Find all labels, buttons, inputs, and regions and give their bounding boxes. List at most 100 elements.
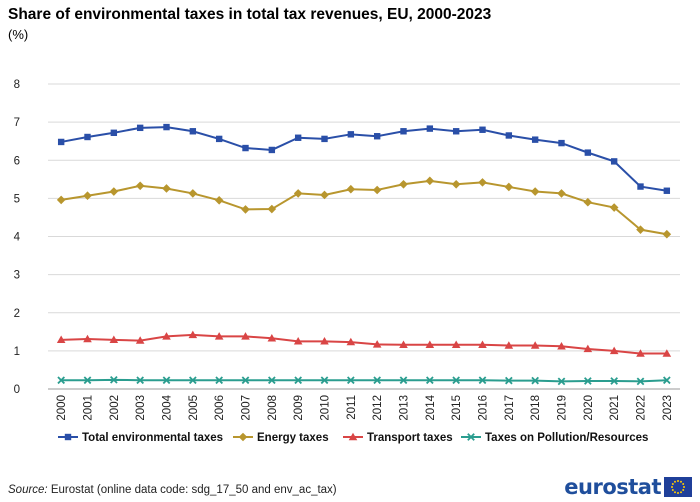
data-point-taxes-on-pollution-resources xyxy=(215,376,224,385)
data-point-transport-taxes xyxy=(583,344,593,353)
data-point-taxes-on-pollution-resources xyxy=(452,376,461,385)
y-tick-label: 2 xyxy=(14,308,20,320)
chart-title: Share of environmental taxes in total ta… xyxy=(8,6,492,23)
data-point-total-environmental-taxes xyxy=(242,144,249,152)
data-point-total-environmental-taxes xyxy=(57,138,65,146)
data-point-energy-taxes xyxy=(504,182,514,192)
data-point-taxes-on-pollution-resources xyxy=(504,376,513,385)
data-point-taxes-on-pollution-resources xyxy=(662,376,671,385)
marker-stroke xyxy=(320,376,329,385)
data-point-transport-taxes xyxy=(557,342,566,350)
marker-stroke xyxy=(136,376,145,385)
legend-label: Taxes on Pollution/Resources xyxy=(485,432,648,444)
data-point-energy-taxes xyxy=(478,178,487,187)
data-point-total-environmental-taxes xyxy=(663,187,671,194)
series-line-energy-taxes xyxy=(61,179,668,236)
data-point-taxes-on-pollution-resources xyxy=(83,376,92,385)
y-tick-label: 7 xyxy=(14,117,20,129)
data-point-total-environmental-taxes xyxy=(479,126,486,133)
data-point-transport-taxes xyxy=(425,340,435,348)
data-point-energy-taxes xyxy=(399,179,408,189)
y-tick-label: 1 xyxy=(14,346,20,358)
x-tick-label: 2006 xyxy=(214,395,226,421)
data-point-total-environmental-taxes xyxy=(637,183,644,190)
x-tick-label: 2009 xyxy=(293,395,305,421)
x-tick-label: 2017 xyxy=(504,395,516,421)
data-point-total-environmental-taxes xyxy=(584,149,592,156)
data-point-energy-taxes xyxy=(636,225,645,234)
x-tick-label: 2023 xyxy=(662,395,674,421)
y-tick-label: 3 xyxy=(14,270,20,282)
data-point-total-environmental-taxes xyxy=(452,128,460,135)
marker-stroke xyxy=(373,376,382,385)
data-point-total-environmental-taxes xyxy=(136,124,144,132)
data-point-transport-taxes xyxy=(399,340,408,348)
data-point-taxes-on-pollution-resources xyxy=(188,376,197,385)
data-point-energy-taxes xyxy=(293,189,303,198)
data-point-transport-taxes xyxy=(267,333,277,342)
data-point-transport-taxes xyxy=(609,346,619,355)
data-point-energy-taxes xyxy=(188,189,198,198)
data-point-energy-taxes xyxy=(557,189,566,198)
marker-stroke xyxy=(109,376,118,384)
source-text: Eurostat (online data code: sdg_17_50 an… xyxy=(50,484,337,496)
data-point-total-environmental-taxes xyxy=(321,135,328,143)
x-tick-label: 2003 xyxy=(135,395,147,421)
data-point-transport-taxes xyxy=(372,340,382,348)
data-point-energy-taxes xyxy=(214,195,224,205)
data-point-energy-taxes xyxy=(241,205,250,214)
data-point-taxes-on-pollution-resources xyxy=(583,377,592,385)
marker-stroke xyxy=(610,377,619,385)
marker-stroke xyxy=(504,376,513,385)
y-tick-label: 0 xyxy=(14,384,20,396)
data-point-energy-taxes xyxy=(583,197,593,207)
data-point-total-environmental-taxes xyxy=(558,139,565,147)
data-point-total-environmental-taxes xyxy=(268,146,276,154)
data-point-energy-taxes xyxy=(267,204,277,214)
data-point-transport-taxes xyxy=(188,330,198,339)
data-point-transport-taxes xyxy=(56,335,66,344)
data-point-energy-taxes xyxy=(320,190,329,200)
data-point-taxes-on-pollution-resources xyxy=(531,376,540,385)
data-point-taxes-on-pollution-resources xyxy=(478,376,487,385)
x-tick-label: 2007 xyxy=(241,395,253,421)
legend-label: Energy taxes xyxy=(257,432,329,444)
data-point-taxes-on-pollution-resources xyxy=(57,376,66,385)
data-point-taxes-on-pollution-resources xyxy=(610,377,619,385)
y-tick-label: 8 xyxy=(14,79,20,91)
data-point-energy-taxes xyxy=(162,184,171,193)
data-point-taxes-on-pollution-resources xyxy=(636,377,645,386)
data-point-total-environmental-taxes xyxy=(189,128,197,135)
x-tick-label: 2004 xyxy=(162,394,174,420)
data-point-transport-taxes xyxy=(135,336,145,344)
marker-stroke xyxy=(452,376,461,385)
data-point-taxes-on-pollution-resources xyxy=(294,376,303,385)
marker-stroke xyxy=(267,376,276,385)
marker-stroke xyxy=(662,376,671,385)
legend-label: Transport taxes xyxy=(367,432,453,444)
x-tick-label: 2019 xyxy=(557,395,569,421)
data-point-total-environmental-taxes xyxy=(215,135,223,143)
data-point-energy-taxes xyxy=(372,185,382,195)
series-line-taxes-on-pollution-resources xyxy=(61,378,667,383)
marker-stroke xyxy=(425,376,434,385)
data-point-transport-taxes xyxy=(214,332,224,340)
source-note: Source: Eurostat (online data code: sdg_… xyxy=(8,484,337,496)
data-point-energy-taxes xyxy=(662,229,672,239)
data-point-energy-taxes xyxy=(109,187,119,196)
eurostat-logo-text: eurostat xyxy=(564,475,661,499)
data-point-total-environmental-taxes xyxy=(347,131,355,138)
marker-stroke xyxy=(57,376,66,385)
marker-stroke xyxy=(531,376,540,385)
data-point-transport-taxes xyxy=(162,332,171,340)
marker-stroke xyxy=(83,376,92,385)
legend-item-total-environmental-taxes: Total environmental taxes xyxy=(58,432,223,444)
data-point-transport-taxes xyxy=(662,349,672,357)
legend-marker xyxy=(467,433,475,441)
data-point-transport-taxes xyxy=(346,337,356,346)
legend-item-energy-taxes: Energy taxes xyxy=(233,432,329,444)
data-point-total-environmental-taxes xyxy=(531,136,539,143)
data-point-transport-taxes xyxy=(241,332,250,340)
data-point-total-environmental-taxes xyxy=(505,132,513,139)
data-point-energy-taxes xyxy=(56,195,66,205)
